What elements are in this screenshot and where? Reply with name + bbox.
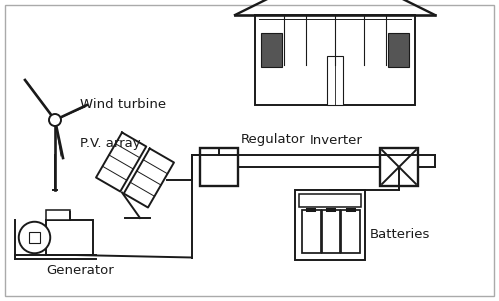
Text: P.V. array: P.V. array bbox=[80, 136, 141, 150]
Text: Regulator: Regulator bbox=[241, 134, 305, 147]
Circle shape bbox=[49, 114, 61, 126]
Text: Wind turbine: Wind turbine bbox=[80, 98, 166, 111]
Bar bbox=[341, 209, 360, 253]
Bar bbox=[302, 209, 321, 253]
Bar bbox=[46, 220, 93, 255]
Bar bbox=[46, 209, 70, 220]
Bar bbox=[299, 194, 361, 206]
Bar bbox=[29, 232, 40, 243]
Bar bbox=[380, 148, 418, 186]
Circle shape bbox=[19, 222, 50, 253]
Bar bbox=[295, 190, 365, 260]
Text: Generator: Generator bbox=[46, 265, 114, 278]
Text: Inverter: Inverter bbox=[310, 134, 363, 147]
Bar bbox=[388, 33, 409, 67]
Bar bbox=[322, 209, 340, 253]
Bar bbox=[327, 55, 343, 105]
Bar bbox=[255, 15, 415, 105]
Bar bbox=[200, 148, 238, 186]
Text: Batteries: Batteries bbox=[370, 228, 430, 241]
Bar bbox=[261, 33, 282, 67]
